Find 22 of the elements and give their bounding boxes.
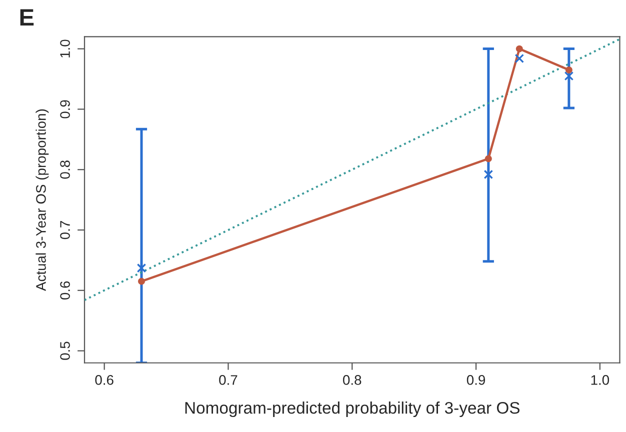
point: [484, 170, 494, 180]
point: [565, 66, 572, 74]
x-tick-label: 1.0: [591, 375, 610, 385]
y-tick-label: 0.5: [60, 342, 70, 360]
x-tick-label: 0.7: [219, 375, 238, 385]
y-tick-label: 0.8: [60, 160, 70, 179]
y-tick-label: 0.6: [60, 281, 70, 300]
point: [564, 71, 574, 81]
y-tick-label: 0.9: [60, 100, 70, 118]
x-tick-label: 0.9: [466, 375, 486, 385]
x-tick-label: 0.8: [343, 375, 362, 385]
point: [516, 45, 523, 52]
y-axis-title: Actual 3-Year OS (proportion): [36, 109, 49, 291]
y-tick-label: 1.0: [60, 40, 70, 58]
x-axis-title: Nomogram-predicted probability of 3-year OS: [185, 402, 520, 418]
point: [514, 54, 524, 64]
y-tick-label: 0.7: [60, 221, 70, 240]
x-tick-label: 0.6: [95, 375, 114, 385]
point: [138, 278, 145, 285]
point: [484, 155, 492, 162]
chart-title: E: [20, 9, 34, 26]
point: [136, 263, 146, 273]
